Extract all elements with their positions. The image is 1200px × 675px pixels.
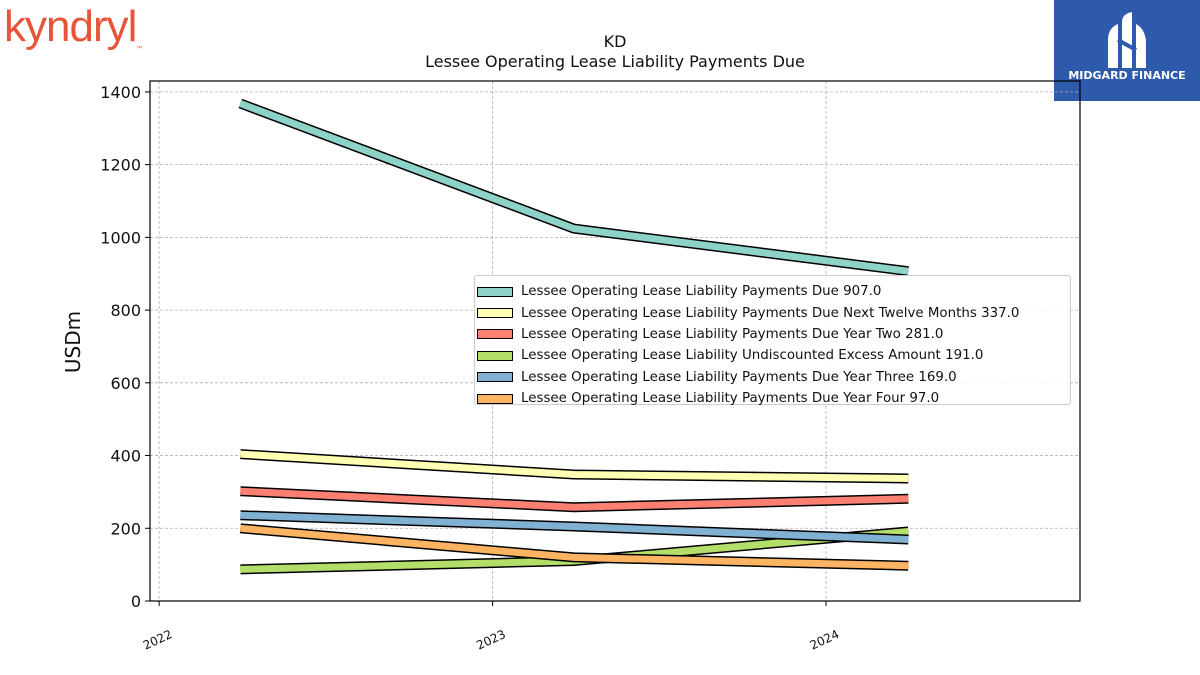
y-tick-label: 400 [110,447,141,466]
legend-label: Lessee Operating Lease Liability Payment… [521,391,940,407]
legend-entry: Lessee Operating Lease Liability Payment… [475,281,1070,302]
legend-entry: Lessee Operating Lease Liability Payment… [475,388,1070,409]
series-line-fill [239,100,909,275]
series-line [240,449,909,484]
chart-subtitle: Lessee Operating Lease Liability Payment… [425,52,805,71]
series-line [238,98,909,277]
legend-entry: Lessee Operating Lease Liability Undisco… [475,345,1070,366]
legend-label: Lessee Operating Lease Liability Payment… [521,305,1020,321]
y-tick-label: 1200 [100,156,141,175]
legend-entry: Lessee Operating Lease Liability Payment… [475,302,1070,323]
legend-swatch [477,350,513,361]
series-line-fill [240,524,909,570]
y-axis-label: USDm [61,311,85,373]
series-line [240,510,909,545]
series-line-fill [240,450,909,482]
y-tick-label: 1400 [100,83,141,102]
series-line [239,523,909,571]
kyndryl-logo: kyndryl™ [4,2,142,52]
series-line-fill [240,487,909,511]
legend-swatch [477,372,513,383]
chart-title: KD [603,32,627,51]
legend-swatch [477,286,513,297]
y-tick-label: 800 [110,301,141,320]
y-tick-label: 200 [110,519,141,538]
legend-swatch [477,393,513,404]
midgard-finance-logo: MIDGARD FINANCE [1054,0,1200,101]
legend-label: Lessee Operating Lease Liability Payment… [521,284,882,300]
x-tick-label: 2024 [808,627,842,653]
series-line-fill [240,511,909,543]
series-line-outline [238,98,909,277]
legend-entry: Lessee Operating Lease Liability Payment… [475,324,1070,345]
legend-entry: Lessee Operating Lease Liability Payment… [475,367,1070,388]
y-tick-label: 0 [131,592,141,611]
y-tick-label: 600 [110,374,141,393]
legend-label: Lessee Operating Lease Liability Payment… [521,326,944,342]
legend-swatch [477,329,513,340]
series-line [240,486,909,513]
midgard-finance-label: MIDGARD FINANCE [1068,69,1186,82]
legend-label: Lessee Operating Lease Liability Payment… [521,369,957,385]
x-tick-label: 2022 [141,627,175,653]
plot-frame [149,80,1081,602]
midgard-mark-icon [1108,12,1146,68]
y-tick-label: 1000 [100,228,141,247]
chart-legend: Lessee Operating Lease Liability Payment… [474,275,1071,406]
legend-swatch [477,308,513,319]
legend-label: Lessee Operating Lease Liability Undisco… [521,348,984,364]
x-tick-label: 2023 [474,627,508,653]
